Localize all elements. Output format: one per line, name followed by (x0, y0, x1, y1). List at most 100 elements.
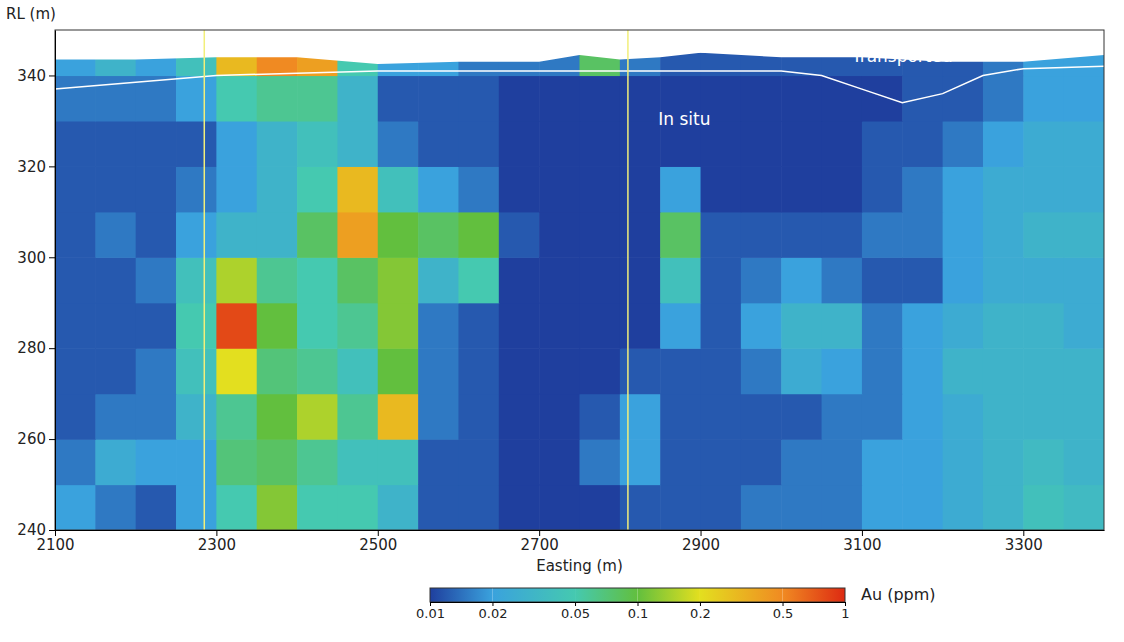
cell (983, 303, 1024, 349)
cell (620, 348, 661, 394)
cell (136, 303, 177, 349)
cell (176, 485, 217, 530)
cell (297, 303, 338, 349)
cell (55, 485, 96, 530)
cell (660, 257, 701, 303)
cell (539, 121, 580, 167)
cell (580, 75, 621, 121)
cell (822, 485, 863, 530)
cell (862, 166, 903, 212)
cell (539, 212, 580, 258)
cell (701, 166, 742, 212)
y-tick-mark (49, 166, 55, 167)
colorbar-tick-label: 1 (841, 606, 849, 621)
cell (458, 348, 499, 394)
cell (539, 394, 580, 440)
y-tick-label: 240 (17, 521, 46, 539)
cell (741, 303, 782, 349)
x-tick-label: 2500 (359, 536, 397, 554)
x-tick-label: 3100 (843, 536, 881, 554)
cell (1064, 485, 1104, 530)
y-tick-mark (49, 439, 55, 440)
colorbar-tick: 1 (841, 602, 849, 621)
cell (297, 166, 338, 212)
cell (257, 348, 298, 394)
cell (862, 485, 903, 530)
cell (983, 257, 1024, 303)
cell (216, 166, 257, 212)
cell (1064, 75, 1104, 121)
cell (297, 394, 338, 440)
cell (337, 166, 378, 212)
cell (1023, 212, 1064, 258)
cell (701, 303, 742, 349)
cell (781, 485, 822, 530)
cell (95, 121, 136, 167)
cell (781, 257, 822, 303)
cell (862, 303, 903, 349)
cell (257, 485, 298, 530)
cell (660, 212, 701, 258)
plot-area (55, 30, 1104, 530)
cell (378, 485, 419, 530)
cell (55, 166, 96, 212)
x-axis-line (56, 530, 1105, 531)
cell (741, 439, 782, 485)
cell (1023, 394, 1064, 440)
cell (297, 257, 338, 303)
cell (902, 121, 943, 167)
cell (458, 394, 499, 440)
cell (136, 348, 177, 394)
cell (620, 121, 661, 167)
cell (257, 75, 298, 121)
cell (337, 212, 378, 258)
cell (701, 53, 742, 76)
x-tick: 2500 (359, 530, 397, 554)
cell (580, 212, 621, 258)
cell (1064, 394, 1104, 440)
cell (741, 485, 782, 530)
cell (499, 212, 540, 258)
cell (499, 394, 540, 440)
cell (580, 121, 621, 167)
cell (701, 212, 742, 258)
cell (337, 394, 378, 440)
annotation: In situ (658, 109, 710, 129)
cell (418, 394, 459, 440)
cell (297, 212, 338, 258)
section-line (204, 30, 206, 530)
y-tick: 320 (17, 158, 55, 176)
cell (216, 348, 257, 394)
cell (136, 439, 177, 485)
cell (378, 394, 419, 440)
colorbar-tick-label: 0.5 (773, 606, 794, 621)
y-tick: 280 (17, 339, 55, 357)
cell (902, 257, 943, 303)
cell (539, 166, 580, 212)
colorbar-segment (783, 588, 845, 602)
cell (862, 394, 903, 440)
cell (580, 394, 621, 440)
cell (55, 257, 96, 303)
cell (257, 257, 298, 303)
cell (660, 485, 701, 530)
cell (781, 439, 822, 485)
colorbar-tick: 0.1 (628, 602, 649, 621)
cell (95, 212, 136, 258)
cell (862, 121, 903, 167)
cell (458, 75, 499, 121)
cell (660, 303, 701, 349)
plot-frame (55, 30, 1104, 530)
annotation: Transported (851, 46, 953, 66)
cell (902, 303, 943, 349)
cell (95, 394, 136, 440)
cell (580, 166, 621, 212)
cells (55, 53, 1104, 530)
cell (176, 394, 217, 440)
cell (620, 303, 661, 349)
cell (136, 166, 177, 212)
cell (55, 212, 96, 258)
cell (55, 75, 96, 121)
cell (580, 485, 621, 530)
cell (1064, 303, 1104, 349)
